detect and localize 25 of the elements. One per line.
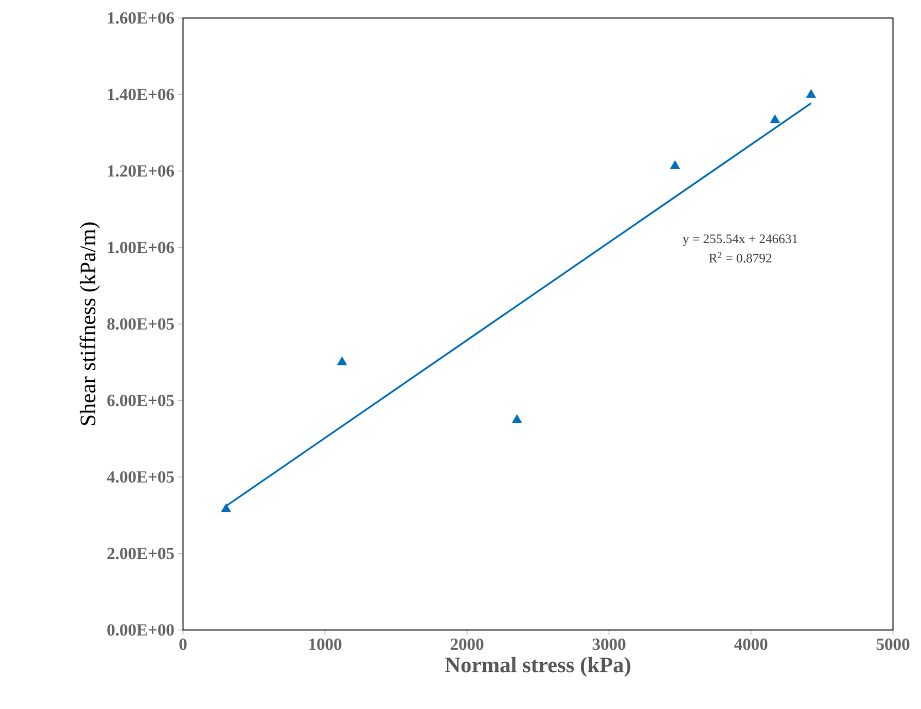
y-tick-label: 1.00E+06: [108, 242, 174, 254]
point: [670, 160, 680, 169]
x-tick-label: 2000: [450, 638, 484, 650]
point: [337, 356, 348, 366]
y-axis-title: Shear stiffness (kPa/m): [80, 222, 100, 425]
point: [770, 114, 780, 124]
point: [221, 503, 231, 512]
y-tick-label: 6.00E+05: [107, 394, 174, 406]
point: [512, 414, 522, 423]
y-tick-label: 1.20E+06: [108, 165, 174, 177]
x-tick-label: 0: [179, 638, 187, 650]
x-axis-title: Normal stress (kPa): [445, 656, 630, 677]
y-tick-label: 8.00E+05: [107, 318, 174, 330]
y-tick-label: 1.40E+06: [108, 88, 174, 100]
y-tick-label: 2.00E+05: [107, 548, 174, 560]
point: [806, 89, 816, 98]
y-tick-label: 4.00E+05: [106, 471, 174, 483]
y-tick-label: 1.60E+06: [108, 12, 174, 24]
y-tick-label: 0.00E+00: [107, 624, 174, 636]
x-tick-label: 1000: [309, 638, 342, 650]
x-tick-label: 4000: [734, 638, 768, 650]
annotation: R$^{2}$ = 0.8792: [709, 252, 772, 263]
annotation: y = 255.54x + 246631: [682, 234, 798, 246]
x-tick-label: 3000: [592, 638, 626, 650]
x-tick-label: 5000: [876, 638, 910, 650]
